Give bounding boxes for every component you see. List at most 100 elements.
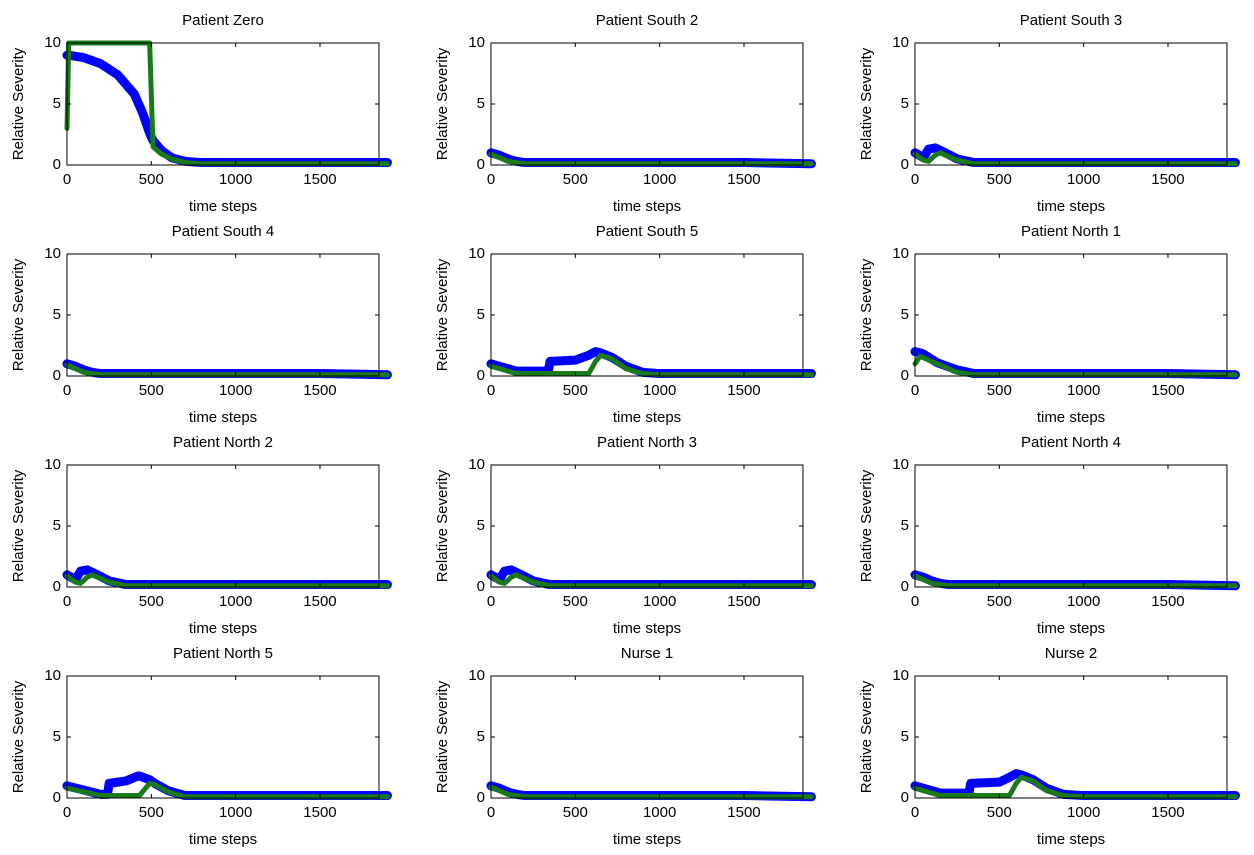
x-tick-label: 1500 [1151, 804, 1184, 821]
x-tick-label: 500 [139, 804, 164, 821]
x-tick-label: 1000 [643, 382, 676, 399]
x-axis-label: time steps [613, 198, 681, 215]
chart-title: Patient South 3 [1020, 12, 1123, 29]
series-line [912, 353, 1238, 378]
plot-area [915, 254, 1227, 376]
chart-title: Patient North 1 [1021, 223, 1121, 240]
y-tick-label: 5 [901, 306, 909, 323]
x-tick-label: 1500 [303, 593, 336, 610]
y-tick-label: 0 [901, 156, 909, 173]
chart-title: Patient North 5 [173, 645, 273, 662]
y-tick-label: 5 [477, 728, 485, 745]
series-line [912, 573, 1238, 589]
x-tick-label: 1000 [219, 593, 252, 610]
x-tick-label: 500 [987, 171, 1012, 188]
x-tick-label: 1500 [727, 593, 760, 610]
plot-area [67, 465, 379, 587]
y-tick-label: 0 [477, 367, 485, 384]
y-tick-label: 5 [53, 517, 61, 534]
x-tick-label: 1000 [1067, 593, 1100, 610]
x-tick-label: 1500 [303, 382, 336, 399]
x-tick-label: 1500 [1151, 171, 1184, 188]
x-axis-label: time steps [189, 409, 257, 426]
y-tick-label: 0 [53, 156, 61, 173]
series-line [64, 780, 390, 800]
series-line [488, 352, 814, 378]
chart-title: Patient South 5 [596, 223, 699, 240]
x-tick-label: 1000 [643, 804, 676, 821]
y-tick-label: 10 [44, 667, 61, 684]
y-tick-label: 10 [892, 667, 909, 684]
x-tick-label: 1500 [1151, 593, 1184, 610]
chart-title: Patient North 2 [173, 434, 273, 451]
x-axis-label: time steps [1037, 831, 1105, 848]
plot-area [491, 254, 803, 376]
y-axis-label: Relative Severity [10, 258, 27, 371]
y-tick-label: 0 [477, 156, 485, 173]
plot-area [67, 254, 379, 376]
series-line [912, 774, 1238, 800]
series-line [912, 150, 1238, 167]
y-tick-label: 10 [892, 34, 909, 51]
x-tick-label: 0 [487, 171, 495, 188]
y-axis-label: Relative Severity [858, 469, 875, 582]
x-tick-label: 0 [63, 171, 71, 188]
chart-title: Nurse 1 [621, 645, 674, 662]
y-tick-label: 0 [53, 578, 61, 595]
y-tick-label: 10 [468, 667, 485, 684]
chart-title: Patient North 4 [1021, 434, 1121, 451]
chart-title: Patient North 3 [597, 434, 697, 451]
x-tick-label: 1000 [643, 171, 676, 188]
x-tick-label: 1000 [1067, 382, 1100, 399]
y-tick-label: 5 [477, 306, 485, 323]
x-tick-label: 1500 [1151, 382, 1184, 399]
y-tick-label: 5 [901, 517, 909, 534]
x-axis-label: time steps [189, 831, 257, 848]
x-axis-label: time steps [613, 831, 681, 848]
x-tick-label: 1000 [1067, 804, 1100, 821]
x-tick-label: 0 [487, 804, 495, 821]
x-tick-label: 0 [63, 382, 71, 399]
x-tick-label: 500 [563, 593, 588, 610]
x-tick-label: 0 [63, 593, 71, 610]
x-tick-label: 0 [911, 171, 919, 188]
y-axis-label: Relative Severity [10, 680, 27, 793]
x-tick-label: 0 [911, 593, 919, 610]
x-tick-label: 0 [911, 382, 919, 399]
x-tick-label: 1500 [727, 382, 760, 399]
plot-area [491, 43, 803, 165]
y-tick-label: 0 [901, 578, 909, 595]
x-tick-label: 1000 [1067, 171, 1100, 188]
y-tick-label: 5 [477, 517, 485, 534]
y-axis-label: Relative Severity [434, 258, 451, 371]
x-tick-label: 1500 [303, 804, 336, 821]
plot-area [491, 676, 803, 798]
x-tick-label: 1000 [219, 804, 252, 821]
plot-area [491, 465, 803, 587]
series-line [64, 572, 390, 589]
y-tick-label: 10 [44, 245, 61, 262]
chart-title: Patient South 4 [172, 223, 275, 240]
x-tick-label: 500 [563, 804, 588, 821]
y-tick-label: 10 [468, 456, 485, 473]
y-tick-label: 10 [44, 34, 61, 51]
x-tick-label: 0 [911, 804, 919, 821]
x-tick-label: 500 [987, 382, 1012, 399]
series-line [488, 784, 814, 800]
x-tick-label: 500 [139, 382, 164, 399]
x-tick-label: 1000 [219, 382, 252, 399]
plot-area [67, 43, 379, 165]
y-axis-label: Relative Severity [434, 47, 451, 160]
y-tick-label: 0 [477, 789, 485, 806]
x-tick-label: 500 [139, 171, 164, 188]
y-tick-label: 5 [901, 728, 909, 745]
x-axis-label: time steps [189, 620, 257, 637]
x-tick-label: 1500 [727, 804, 760, 821]
y-tick-label: 0 [901, 789, 909, 806]
plot-area [915, 676, 1227, 798]
x-tick-label: 0 [487, 382, 495, 399]
x-tick-label: 1500 [727, 171, 760, 188]
x-tick-label: 0 [487, 593, 495, 610]
